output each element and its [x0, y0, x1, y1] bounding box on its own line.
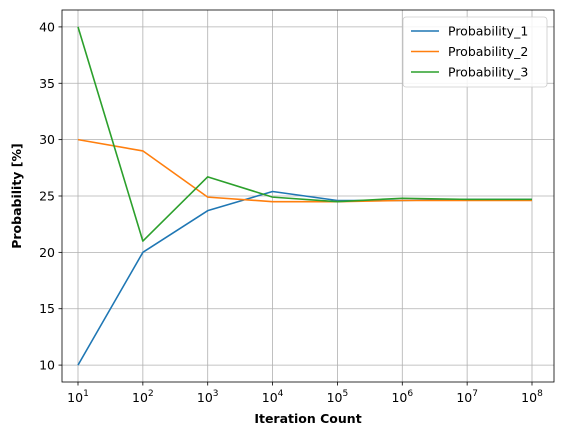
x-tick-label: 103 [197, 389, 219, 405]
legend-label-3: Probability_3 [448, 65, 528, 80]
x-tick-base: 10 [197, 390, 213, 405]
x-tick-label: 101 [67, 389, 89, 405]
x-tick-label: 108 [521, 389, 543, 405]
x-axis-label: Iteration Count [254, 411, 361, 426]
x-tick-exponent: 8 [537, 389, 543, 399]
x-tick-exponent: 3 [213, 389, 219, 399]
y-tick-label: 40 [39, 19, 55, 34]
series-lines [77, 26, 532, 366]
x-tick-exponent: 6 [407, 389, 413, 399]
y-axis-label: Probability [%] [9, 143, 24, 249]
x-tick-exponent: 7 [472, 389, 478, 399]
y-tick-label: 25 [39, 189, 55, 204]
y-tick-label: 30 [39, 132, 55, 147]
x-tick-label: 107 [456, 389, 478, 405]
legend: Probability_1 Probability_2 Probability_3 [402, 16, 548, 88]
x-tick-exponent: 5 [343, 389, 349, 399]
x-tick-label: 102 [132, 389, 154, 405]
x-tick-base: 10 [521, 390, 537, 405]
legend-label-1: Probability_1 [448, 24, 528, 39]
x-tick-exponent: 4 [278, 389, 284, 399]
y-tick-label: 15 [39, 301, 55, 316]
y-tick-label: 20 [39, 245, 55, 260]
x-tick-base: 10 [456, 390, 472, 405]
x-tick-exponent: 2 [148, 389, 154, 399]
series-line-3 [77, 26, 532, 242]
x-tick-base: 10 [262, 390, 278, 405]
series-line-1 [77, 190, 532, 366]
legend-box [402, 16, 548, 88]
y-tick-label: 10 [39, 358, 55, 373]
x-tick-exponent: 1 [83, 389, 89, 399]
x-tick-label: 106 [391, 389, 413, 405]
series-line-2 [77, 138, 532, 203]
legend-label-2: Probability_2 [448, 44, 528, 59]
x-tick-label: 104 [262, 389, 284, 405]
x-tick-base: 10 [391, 390, 407, 405]
x-tick-base: 10 [67, 390, 83, 405]
x-tick-label: 105 [327, 389, 349, 405]
y-tick-label: 35 [39, 76, 55, 91]
x-tick-base: 10 [132, 390, 148, 405]
x-tick-base: 10 [327, 390, 343, 405]
